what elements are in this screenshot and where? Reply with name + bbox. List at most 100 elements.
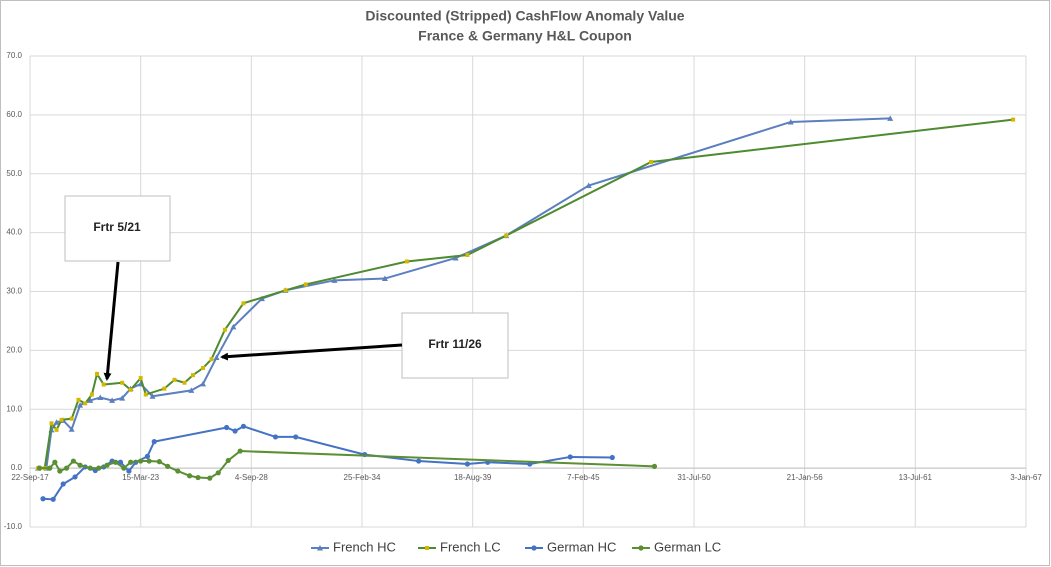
marker xyxy=(68,426,75,432)
marker xyxy=(293,434,299,440)
x-tick-label: 21-Jan-56 xyxy=(787,473,824,482)
legend-item: German LC xyxy=(632,539,721,554)
series xyxy=(37,448,658,481)
marker xyxy=(95,371,100,376)
marker xyxy=(72,474,78,480)
marker xyxy=(37,465,43,471)
marker xyxy=(1011,117,1016,122)
marker xyxy=(128,387,133,392)
marker xyxy=(69,416,74,421)
marker xyxy=(54,427,59,432)
marker xyxy=(59,417,64,422)
marker xyxy=(787,118,794,125)
marker xyxy=(504,233,509,238)
y-tick-label: 20.0 xyxy=(6,345,22,354)
marker xyxy=(165,463,171,469)
marker xyxy=(112,459,119,465)
marker xyxy=(188,387,195,393)
annotation-box xyxy=(64,195,171,262)
marker xyxy=(215,470,221,476)
y-tick-label: 10.0 xyxy=(6,404,22,413)
marker xyxy=(201,366,206,371)
marker xyxy=(331,277,338,283)
legend-marker xyxy=(425,546,429,550)
legend-label: German HC xyxy=(547,539,616,554)
x-tick-label: 15-Mar-23 xyxy=(122,473,159,482)
marker xyxy=(182,380,187,385)
y-tick-label: 40.0 xyxy=(6,228,22,237)
chart-title: Discounted (Stripped) CashFlow Anomaly V… xyxy=(365,8,684,24)
marker xyxy=(213,354,220,360)
marker xyxy=(89,392,94,397)
x-tick-label: 25-Feb-34 xyxy=(344,473,381,482)
marker xyxy=(649,159,654,164)
plot xyxy=(35,115,1016,502)
marker xyxy=(47,465,53,471)
marker xyxy=(57,468,63,474)
legend-marker xyxy=(638,545,644,551)
marker xyxy=(117,459,124,465)
chart-subtitle: France & Germany H&L Coupon xyxy=(418,28,632,44)
marker xyxy=(190,373,195,378)
marker xyxy=(144,453,151,459)
marker xyxy=(465,252,470,257)
marker xyxy=(162,386,167,391)
marker xyxy=(237,448,243,454)
marker xyxy=(223,424,230,431)
marker xyxy=(50,496,56,502)
marker xyxy=(200,380,207,387)
marker xyxy=(109,397,116,403)
marker xyxy=(222,327,227,332)
marker xyxy=(146,458,152,464)
marker xyxy=(209,357,214,362)
marker xyxy=(149,393,156,399)
marker xyxy=(195,474,201,481)
y-tick-label: -10.0 xyxy=(4,522,23,531)
marker xyxy=(76,397,81,402)
legend-label: German LC xyxy=(654,539,721,554)
annotation-text: Frtr 5/21 xyxy=(93,220,141,234)
marker xyxy=(40,496,46,502)
marker xyxy=(404,259,409,264)
legend-marker xyxy=(317,545,323,551)
x-tick-label: 7-Feb-45 xyxy=(567,473,600,482)
marker xyxy=(272,434,279,440)
annotation-box xyxy=(401,312,509,379)
marker xyxy=(60,481,66,487)
marker xyxy=(49,421,54,426)
legend-label: French HC xyxy=(333,539,396,554)
marker xyxy=(97,394,104,400)
y-tick-label: 60.0 xyxy=(6,110,22,119)
annotation: Frtr 5/21 xyxy=(64,195,171,381)
marker xyxy=(172,377,177,382)
marker xyxy=(567,454,573,460)
marker xyxy=(52,459,58,465)
y-tick-label: 0.0 xyxy=(11,463,23,472)
series xyxy=(35,115,894,471)
marker xyxy=(452,254,459,261)
legend-item: German HC xyxy=(525,539,616,554)
marker xyxy=(77,462,83,468)
marker xyxy=(609,454,615,461)
y-tick-label: 50.0 xyxy=(6,169,22,178)
annotation-text: Frtr 11/26 xyxy=(428,337,482,351)
x-tick-label: 3-Jan-67 xyxy=(1010,473,1042,482)
marker xyxy=(464,461,471,467)
annotation-arrow xyxy=(103,261,120,381)
marker xyxy=(96,465,102,471)
marker xyxy=(104,462,110,468)
grid: -10.0 0.0 10.0 20.0 30.0 40.0 50.0 60.0 70.0 22-S… xyxy=(4,51,1043,531)
y-tick-label: 70.0 xyxy=(6,51,22,60)
marker xyxy=(175,468,181,474)
marker xyxy=(151,439,157,445)
x-tick-label: 13-Jul-61 xyxy=(899,473,933,482)
marker xyxy=(128,459,134,465)
marker xyxy=(138,458,144,464)
legend: French HC French LC German HC German LC xyxy=(311,539,721,554)
marker xyxy=(416,458,422,464)
annotation-arrow xyxy=(220,343,403,361)
marker xyxy=(283,288,288,293)
marker xyxy=(83,401,88,406)
marker xyxy=(101,382,106,387)
marker xyxy=(585,182,592,189)
